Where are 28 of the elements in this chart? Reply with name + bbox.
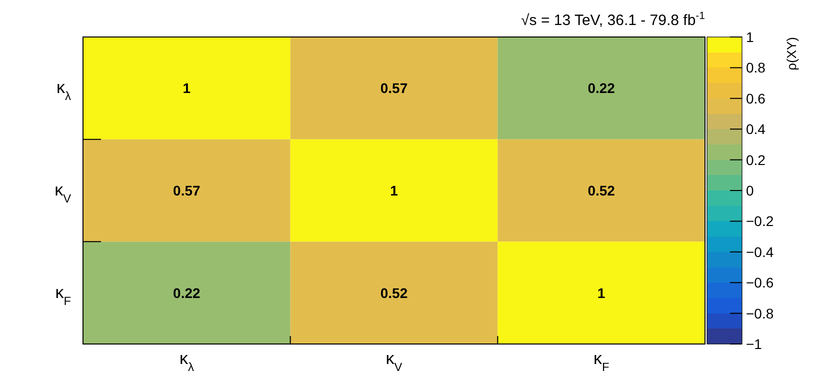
x-tick-label: κ$_{λ}$ bbox=[179, 349, 194, 374]
y-tick-label: κ$_{F}$ bbox=[55, 282, 71, 308]
color-bar-label: −1 bbox=[746, 336, 762, 352]
color-bar-label: 0 bbox=[746, 182, 754, 198]
data-label: 1 bbox=[390, 182, 398, 198]
x-tick-label: κ$_{V}$ bbox=[386, 349, 402, 374]
data-label: 0.22 bbox=[588, 80, 616, 96]
color-bar-label: −0.6 bbox=[746, 274, 774, 291]
color-bar-label: −0.8 bbox=[746, 305, 774, 322]
color-bar-label: 0.8 bbox=[746, 60, 766, 76]
y-tick-label: κ$_{V}$ bbox=[54, 180, 72, 206]
color-bar-title: ρ(XY) bbox=[784, 37, 799, 70]
color-bar-label: 0.6 bbox=[746, 90, 766, 106]
chart-title: √s = 13 TeV, 36.1 - 79.8 fb$^{-1}$ bbox=[521, 10, 706, 29]
data-label: 0.22 bbox=[173, 284, 201, 301]
data-label: 1 bbox=[597, 284, 606, 301]
color-bar-label: −0.4 bbox=[746, 244, 774, 260]
color-bar-label: −0.2 bbox=[746, 213, 774, 230]
color-bar-label: 0.4 bbox=[746, 121, 766, 138]
data-label: 0.57 bbox=[380, 80, 408, 96]
color-bar-label: 0.2 bbox=[746, 152, 766, 168]
data-label: 1 bbox=[182, 80, 191, 96]
data-label: 0.57 bbox=[173, 182, 201, 198]
data-label: 0.52 bbox=[380, 284, 408, 301]
color-bar-label: 1 bbox=[746, 29, 754, 45]
y-tick-label: κ$_{λ}$ bbox=[56, 78, 72, 104]
data-label: 0.52 bbox=[588, 182, 616, 198]
x-tick-label: κ$_{F}$ bbox=[593, 349, 610, 374]
